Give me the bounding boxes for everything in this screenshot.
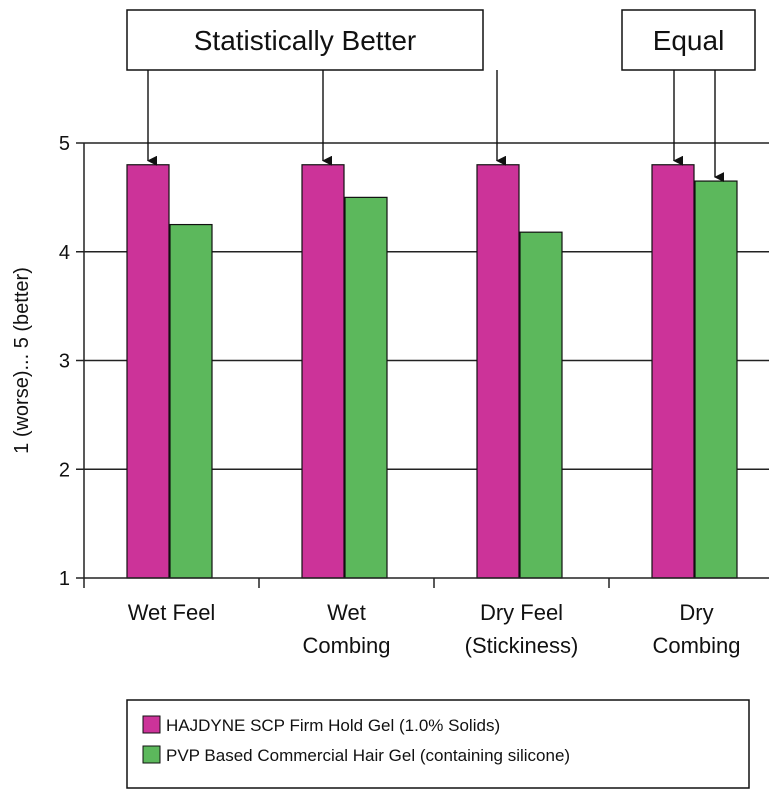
callout-box bbox=[621, 9, 756, 71]
x-category-label: Wet Feel bbox=[128, 600, 216, 625]
bars bbox=[126, 164, 738, 579]
y-tick-label: 1 bbox=[59, 568, 70, 590]
x-category-label: (Stickiness) bbox=[465, 633, 579, 658]
legend-swatch-hajdyne bbox=[142, 715, 161, 734]
y-axis-label: 1 (worse)... 5 (better) bbox=[11, 267, 33, 454]
y-tick-label: 3 bbox=[59, 351, 70, 373]
legend-label-pvp: PVP Based Commercial Hair Gel (containin… bbox=[166, 746, 570, 765]
legend-swatch-pvp bbox=[142, 745, 161, 764]
x-category-label: Wet bbox=[327, 600, 366, 625]
bar-pvp-1 bbox=[344, 196, 388, 579]
axis-labels: 1 2 3 4 5 1 (worse)... 5 (better) Wet Feel Wet C… bbox=[11, 133, 741, 658]
bar-hajdyne-1 bbox=[301, 164, 345, 579]
legend-label-hajdyne: HAJDYNE SCP Firm Hold Gel (1.0% Solids) bbox=[166, 716, 500, 735]
callout-text: Statistically Better bbox=[194, 25, 417, 56]
x-category-label: Combing bbox=[652, 633, 740, 658]
legend: HAJDYNE SCP Firm Hold Gel (1.0% Solids) P… bbox=[126, 699, 750, 789]
axes bbox=[76, 142, 769, 588]
legend-box bbox=[126, 699, 750, 789]
x-category-label: Dry Feel bbox=[480, 600, 563, 625]
x-category-label: Dry bbox=[679, 600, 713, 625]
y-tick-label: 5 bbox=[59, 133, 70, 155]
bar-pvp-0 bbox=[169, 223, 213, 579]
bar-hajdyne-0 bbox=[126, 164, 170, 579]
x-category-label: Combing bbox=[302, 633, 390, 658]
bar-hajdyne-2 bbox=[476, 164, 520, 579]
bar-pvp-3 bbox=[694, 180, 738, 579]
callout-text: Equal bbox=[653, 25, 725, 56]
callout-box bbox=[126, 9, 484, 71]
y-tick-label: 4 bbox=[59, 242, 70, 264]
bar-pvp-2 bbox=[519, 231, 563, 579]
bar-hajdyne-3 bbox=[651, 164, 695, 579]
callouts: Statistically Better Equal bbox=[126, 9, 756, 183]
y-tick-label: 2 bbox=[59, 459, 70, 481]
